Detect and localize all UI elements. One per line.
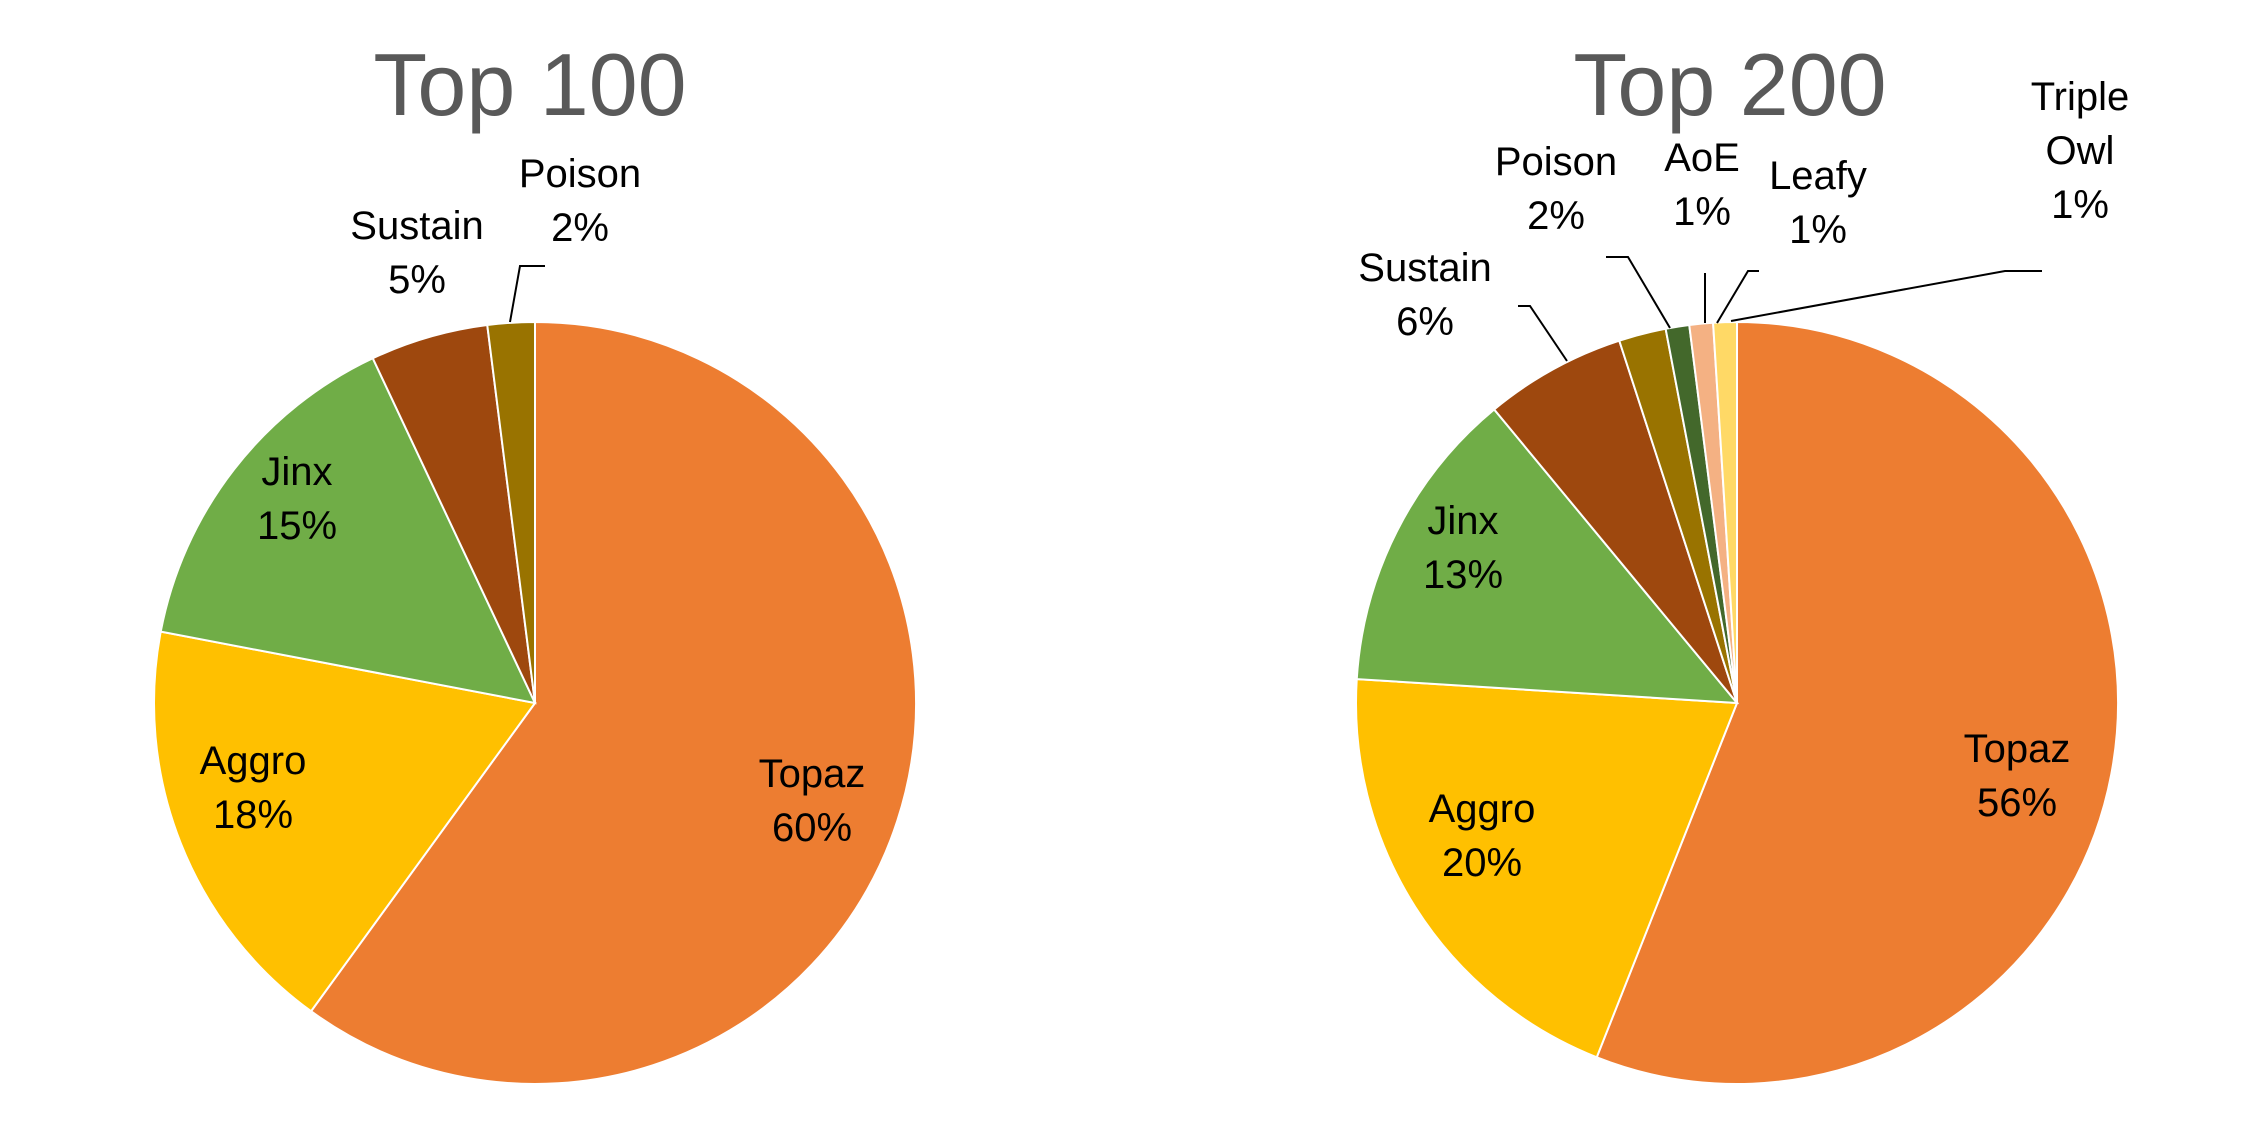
chart-title: Top 200 bbox=[1573, 35, 1886, 134]
chart-top-100: Top 100 Topaz 60% Aggro 18% Jinx 15% Sustain 5%… bbox=[153, 35, 917, 1085]
chart-title: Top 100 bbox=[373, 35, 686, 134]
leader-lines bbox=[509, 265, 545, 323]
leader-lines bbox=[1518, 256, 2042, 362]
chart-top-200: Top 200 Topaz 56% Aggro 20% Jinx 13% Sustain 6%… bbox=[1355, 35, 2129, 1085]
slice-label-poison: Poison 2% bbox=[1495, 140, 1617, 238]
pie-slice-jinx bbox=[159, 356, 537, 705]
slice-label-topaz: Topaz 60% bbox=[759, 752, 866, 850]
slice-label-leafy: Leafy 1% bbox=[1769, 154, 1867, 252]
pie-slices bbox=[1355, 320, 2120, 1085]
leader-line-poison bbox=[1606, 256, 1671, 329]
pie-slice-topaz bbox=[1595, 320, 2120, 1085]
pie-slice-jinx bbox=[1355, 408, 1740, 705]
pie-slice-topaz bbox=[309, 320, 917, 1085]
pie-slice-aggro bbox=[153, 630, 537, 1013]
leader-line-triple-owl bbox=[1730, 270, 2042, 322]
pie-slices bbox=[153, 320, 917, 1085]
slice-label-poison: Poison 2% bbox=[519, 152, 641, 250]
pie-slice-poison bbox=[486, 320, 536, 704]
leader-line-sustain bbox=[1518, 305, 1568, 362]
slice-label-topaz: Topaz 56% bbox=[1964, 727, 2071, 825]
leader-line-poison bbox=[509, 265, 545, 323]
slice-label-aoe: AoE 1% bbox=[1664, 136, 1740, 234]
slice-label-aggro: Aggro 20% bbox=[1429, 787, 1536, 885]
pie-slice-sustain bbox=[1492, 339, 1738, 704]
slice-label-jinx: Jinx 15% bbox=[257, 450, 337, 548]
pie-slice-aggro bbox=[1355, 678, 1739, 1059]
slice-labels: Topaz 60% Aggro 18% Jinx 15% Sustain 5% Poison 2% bbox=[200, 152, 866, 850]
slice-label-aggro: Aggro 18% bbox=[200, 739, 307, 837]
slice-label-jinx: Jinx 13% bbox=[1423, 499, 1503, 597]
leader-line-leafy bbox=[1716, 270, 1759, 324]
slice-labels: Topaz 56% Aggro 20% Jinx 13% Sustain 6%Poison 2%… bbox=[1358, 75, 2129, 885]
pie-slice-triple-owl bbox=[1712, 320, 1738, 704]
slice-label-sustain: Sustain 6% bbox=[1358, 246, 1491, 344]
slice-label-triple-owl: Triple Owl 1% bbox=[2031, 75, 2130, 227]
slice-label-sustain: Sustain 5% bbox=[350, 204, 483, 302]
